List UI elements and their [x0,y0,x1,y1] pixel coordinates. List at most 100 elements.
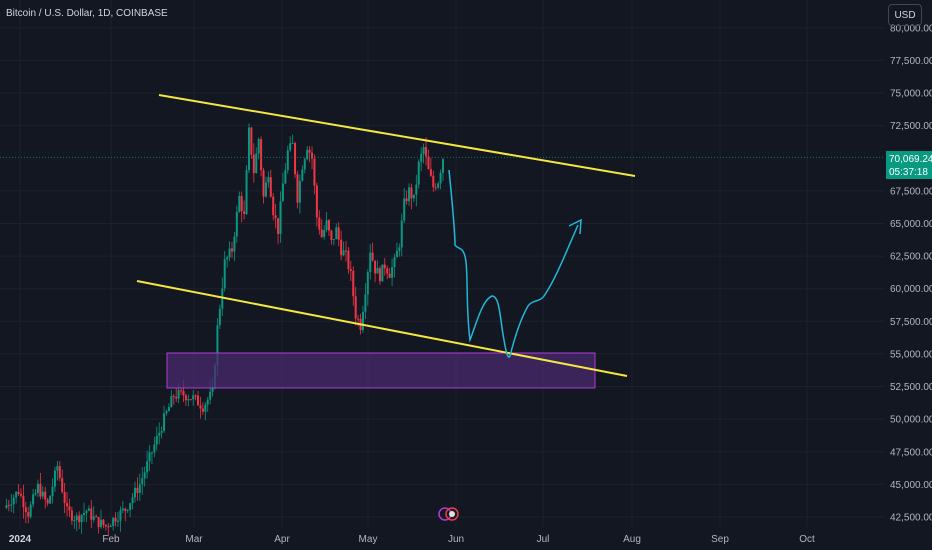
candle-body [250,127,253,155]
candle-body [49,496,52,504]
time-tick-label: Feb [102,534,120,545]
candle-body [15,491,18,498]
candle-body [245,170,248,214]
candle-body [87,508,90,511]
candle-body [158,432,161,436]
candle-body [63,492,66,504]
candle-body [143,472,146,479]
candle-body [129,503,132,510]
candle-body [349,269,352,271]
candle-body [420,153,423,162]
last-price-countdown: 05:37:18 [889,167,928,178]
candle-body [318,217,321,230]
candle-body [429,169,432,176]
candle-body [262,170,265,197]
price-tick-label: 75,000.00 [890,89,932,100]
candle-body [216,325,219,366]
candle-body [291,143,294,145]
candle-body [235,211,238,237]
candle-body [141,478,144,485]
price-axis[interactable]: 80,000.00 77,500.00 75,000.00 72,500.00 67,5… [890,23,932,523]
time-tick-label: Sep [711,534,729,545]
candle-body [27,511,30,517]
candle-body [10,504,13,506]
time-axis[interactable]: 2024 Feb Mar Apr May Jun Jul Aug Sep Oct [9,534,815,545]
candle-body [230,248,233,252]
candle-body [201,408,204,412]
candle-body [22,495,25,508]
candle-body [180,390,183,392]
projection-path[interactable] [448,169,579,358]
candle-body [252,154,255,174]
last-price-tag: 70,069.24 05:37:18 [886,151,932,179]
currency-button[interactable]: USD [888,4,922,26]
candle-body [189,399,192,401]
candle-body [344,250,347,252]
candle-body [337,227,340,240]
candle-body [211,387,214,392]
candle-body [61,478,64,493]
upper-trendline[interactable] [158,94,636,177]
candle-body [289,143,292,151]
time-tick-label: Jun [448,534,464,545]
candle-body [194,395,197,397]
candle-body [257,139,260,154]
candle-body [107,526,110,528]
candle-body [388,273,391,278]
candle-body [393,257,396,268]
candle-body [415,184,418,195]
price-tick-label: 62,500.00 [890,252,932,263]
candle-body [92,516,95,520]
candle-body [437,183,440,188]
candle-body [165,411,168,414]
price-tick-label: 72,500.00 [890,121,932,132]
candle-body [100,519,103,528]
candle-body [124,508,127,511]
demand-zone-rectangle[interactable] [166,352,596,389]
candle-body [199,405,202,409]
candle-body [7,505,10,507]
candle-body [378,268,381,282]
candle-body [150,452,153,454]
candle-body [102,519,105,525]
candle-body [223,259,226,289]
candle-body [218,308,221,326]
last-price-value: 70,069.24 [889,154,932,165]
candle-body [17,491,20,495]
candle-body [172,396,175,398]
price-tick-label: 77,500.00 [890,56,932,67]
grid [0,0,884,527]
candle-body [51,486,54,497]
candle-body [97,517,100,528]
candle-body [357,318,360,320]
candle-body [78,515,81,523]
price-tick-label: 80,000.00 [890,23,932,34]
candle-body [175,396,178,399]
candle-body [269,177,272,197]
price-tick-label: 65,000.00 [890,219,932,230]
candle-body [39,483,42,497]
candle-body [187,399,190,401]
candle-body [311,152,314,159]
candle-body [408,187,411,202]
candle-body [126,509,129,511]
candle-body [400,220,403,248]
candle-body [405,198,408,202]
event-marker-icon[interactable] [438,507,459,521]
candle-body [340,239,343,256]
candle-body [209,391,212,400]
candle-body [398,247,401,251]
lower-trendline[interactable] [136,280,628,377]
candle-body [163,413,166,431]
candlestick-series [5,123,444,537]
candle-body [328,220,331,231]
candle-body [395,250,398,258]
candle-body [104,524,107,527]
candle-body [381,264,384,282]
candle-body [53,470,56,487]
candle-body [301,169,304,181]
candle-body [41,491,44,497]
candle-body [439,172,442,184]
price-tick-label: 60,000.00 [890,284,932,295]
